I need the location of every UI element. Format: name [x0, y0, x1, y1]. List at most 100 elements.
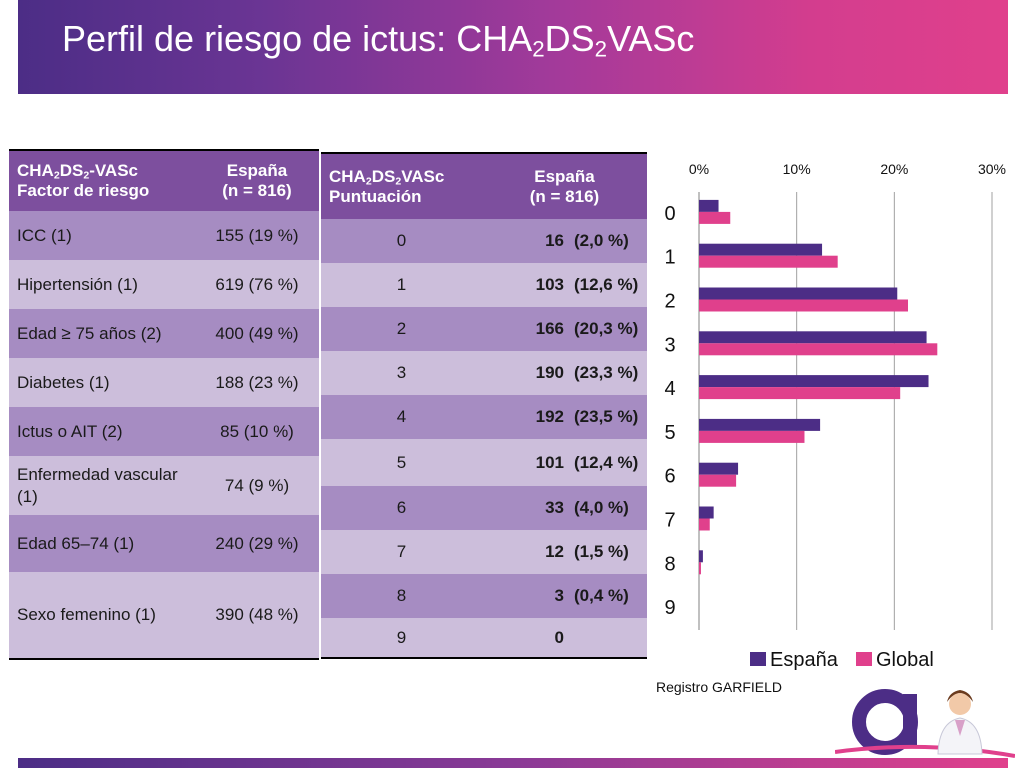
bar-global	[699, 518, 710, 531]
table-row: Sexo femenino (1) 390 (48 %)	[9, 572, 319, 659]
bar-spain	[699, 462, 739, 475]
logo-letter-icon	[835, 689, 1015, 758]
bar-global	[699, 299, 909, 312]
bar-global	[699, 474, 737, 487]
score-cell: 2	[321, 307, 482, 351]
score-cell: 5	[321, 439, 482, 486]
spain-value-cell: 240 (29 %)	[195, 515, 319, 572]
bar-global	[699, 343, 938, 356]
y-tick-label: 8	[664, 553, 675, 575]
table-row: 7 12 (1,5 %)	[321, 530, 647, 574]
bar-global	[699, 430, 805, 443]
y-tick-label: 5	[664, 422, 675, 444]
bar-spain	[699, 331, 927, 344]
y-tick-label: 6	[664, 466, 675, 488]
risk-factor-cell: Enfermedad vascular (1)	[9, 456, 195, 515]
x-tick-label: 10%	[783, 161, 811, 177]
percent-cell: (20,3 %)	[568, 307, 647, 351]
score-cell: 8	[321, 574, 482, 618]
risk-factor-table: CHA2DS2-VASc Factor de riesgo España (n = …	[9, 149, 319, 660]
count-cell: 101	[482, 439, 568, 486]
table-row: 8 3 (0,4 %)	[321, 574, 647, 618]
percent-cell: (1,5 %)	[568, 530, 647, 574]
bar-spain	[699, 243, 823, 256]
header-factor: CHA2DS2-VASc Factor de riesgo	[9, 150, 195, 211]
doctor-illustration-icon	[937, 690, 983, 755]
percent-cell: (0,4 %)	[568, 574, 647, 618]
page-title: Perfil de riesgo de ictus: CHA2DS2VASc	[62, 18, 695, 62]
table-header-row: CHA2DS2-VASc Factor de riesgo España (n = …	[9, 150, 319, 211]
table-row: 3 190 (23,3 %)	[321, 351, 647, 395]
count-cell: 0	[482, 618, 568, 658]
spain-value-cell: 619 (76 %)	[195, 260, 319, 309]
header-spain: España (n = 816)	[482, 153, 647, 219]
percent-cell: (2,0 %)	[568, 219, 647, 263]
risk-factor-cell: Edad 65–74 (1)	[9, 515, 195, 572]
y-tick-label: 0	[664, 203, 675, 225]
risk-factor-cell: Diabetes (1)	[9, 358, 195, 407]
count-cell: 3	[482, 574, 568, 618]
footer-bar	[18, 758, 1008, 768]
count-cell: 33	[482, 486, 568, 530]
table-row: 4 192 (23,5 %)	[321, 395, 647, 439]
table-row: 6 33 (4,0 %)	[321, 486, 647, 530]
bar-spain	[699, 506, 714, 519]
table-row: Hipertensión (1) 619 (76 %)	[9, 260, 319, 309]
bar-spain	[699, 418, 821, 431]
percent-cell: (12,4 %)	[568, 439, 647, 486]
score-cell: 4	[321, 395, 482, 439]
score-cell: 0	[321, 219, 482, 263]
count-cell: 166	[482, 307, 568, 351]
percent-cell	[568, 618, 647, 658]
table-row: Ictus o AIT (2) 85 (10 %)	[9, 407, 319, 456]
percent-cell: (23,3 %)	[568, 351, 647, 395]
risk-factor-cell: Ictus o AIT (2)	[9, 407, 195, 456]
bar-spain	[699, 287, 898, 300]
table-row: Edad ≥ 75 años (2) 400 (49 %)	[9, 309, 319, 358]
legend-label: España	[770, 649, 839, 671]
x-tick-label: 30%	[978, 161, 1006, 177]
score-cell: 3	[321, 351, 482, 395]
count-cell: 190	[482, 351, 568, 395]
table-row: ICC (1) 155 (19 %)	[9, 211, 319, 260]
bar-spain	[699, 550, 703, 563]
table-row: 2 166 (20,3 %)	[321, 307, 647, 351]
count-cell: 192	[482, 395, 568, 439]
y-tick-label: 9	[664, 597, 675, 619]
risk-factor-cell: Edad ≥ 75 años (2)	[9, 309, 195, 358]
table-row: 0 16 (2,0 %)	[321, 219, 647, 263]
count-cell: 16	[482, 219, 568, 263]
x-tick-label: 0%	[689, 161, 709, 177]
bar-global	[699, 387, 901, 400]
percent-cell: (12,6 %)	[568, 263, 647, 307]
y-tick-label: 2	[664, 291, 675, 313]
y-tick-label: 4	[664, 378, 675, 400]
bar-spain	[699, 375, 929, 388]
table-row: Enfermedad vascular (1) 74 (9 %)	[9, 456, 319, 515]
score-cell: 1	[321, 263, 482, 307]
source-note: Registro GARFIELD	[656, 679, 783, 695]
table-row: Diabetes (1) 188 (23 %)	[9, 358, 319, 407]
table-row: 5 101 (12,4 %)	[321, 439, 647, 486]
table-row: Edad 65–74 (1) 240 (29 %)	[9, 515, 319, 572]
percent-cell: (4,0 %)	[568, 486, 647, 530]
y-tick-label: 3	[664, 334, 675, 356]
legend-swatch	[856, 652, 872, 666]
score-cell: 7	[321, 530, 482, 574]
spain-value-cell: 188 (23 %)	[195, 358, 319, 407]
count-cell: 12	[482, 530, 568, 574]
score-cell: 6	[321, 486, 482, 530]
legend-label: Global	[876, 649, 934, 671]
risk-factor-cell: ICC (1)	[9, 211, 195, 260]
bar-global	[699, 211, 731, 224]
risk-factor-cell: Hipertensión (1)	[9, 260, 195, 309]
brand-logo	[835, 689, 1015, 758]
percent-cell: (23,5 %)	[568, 395, 647, 439]
x-tick-label: 20%	[880, 161, 908, 177]
spain-value-cell: 400 (49 %)	[195, 309, 319, 358]
table-row: 1 103 (12,6 %)	[321, 263, 647, 307]
risk-factor-cell: Sexo femenino (1)	[9, 572, 195, 659]
bar-spain	[699, 199, 719, 212]
